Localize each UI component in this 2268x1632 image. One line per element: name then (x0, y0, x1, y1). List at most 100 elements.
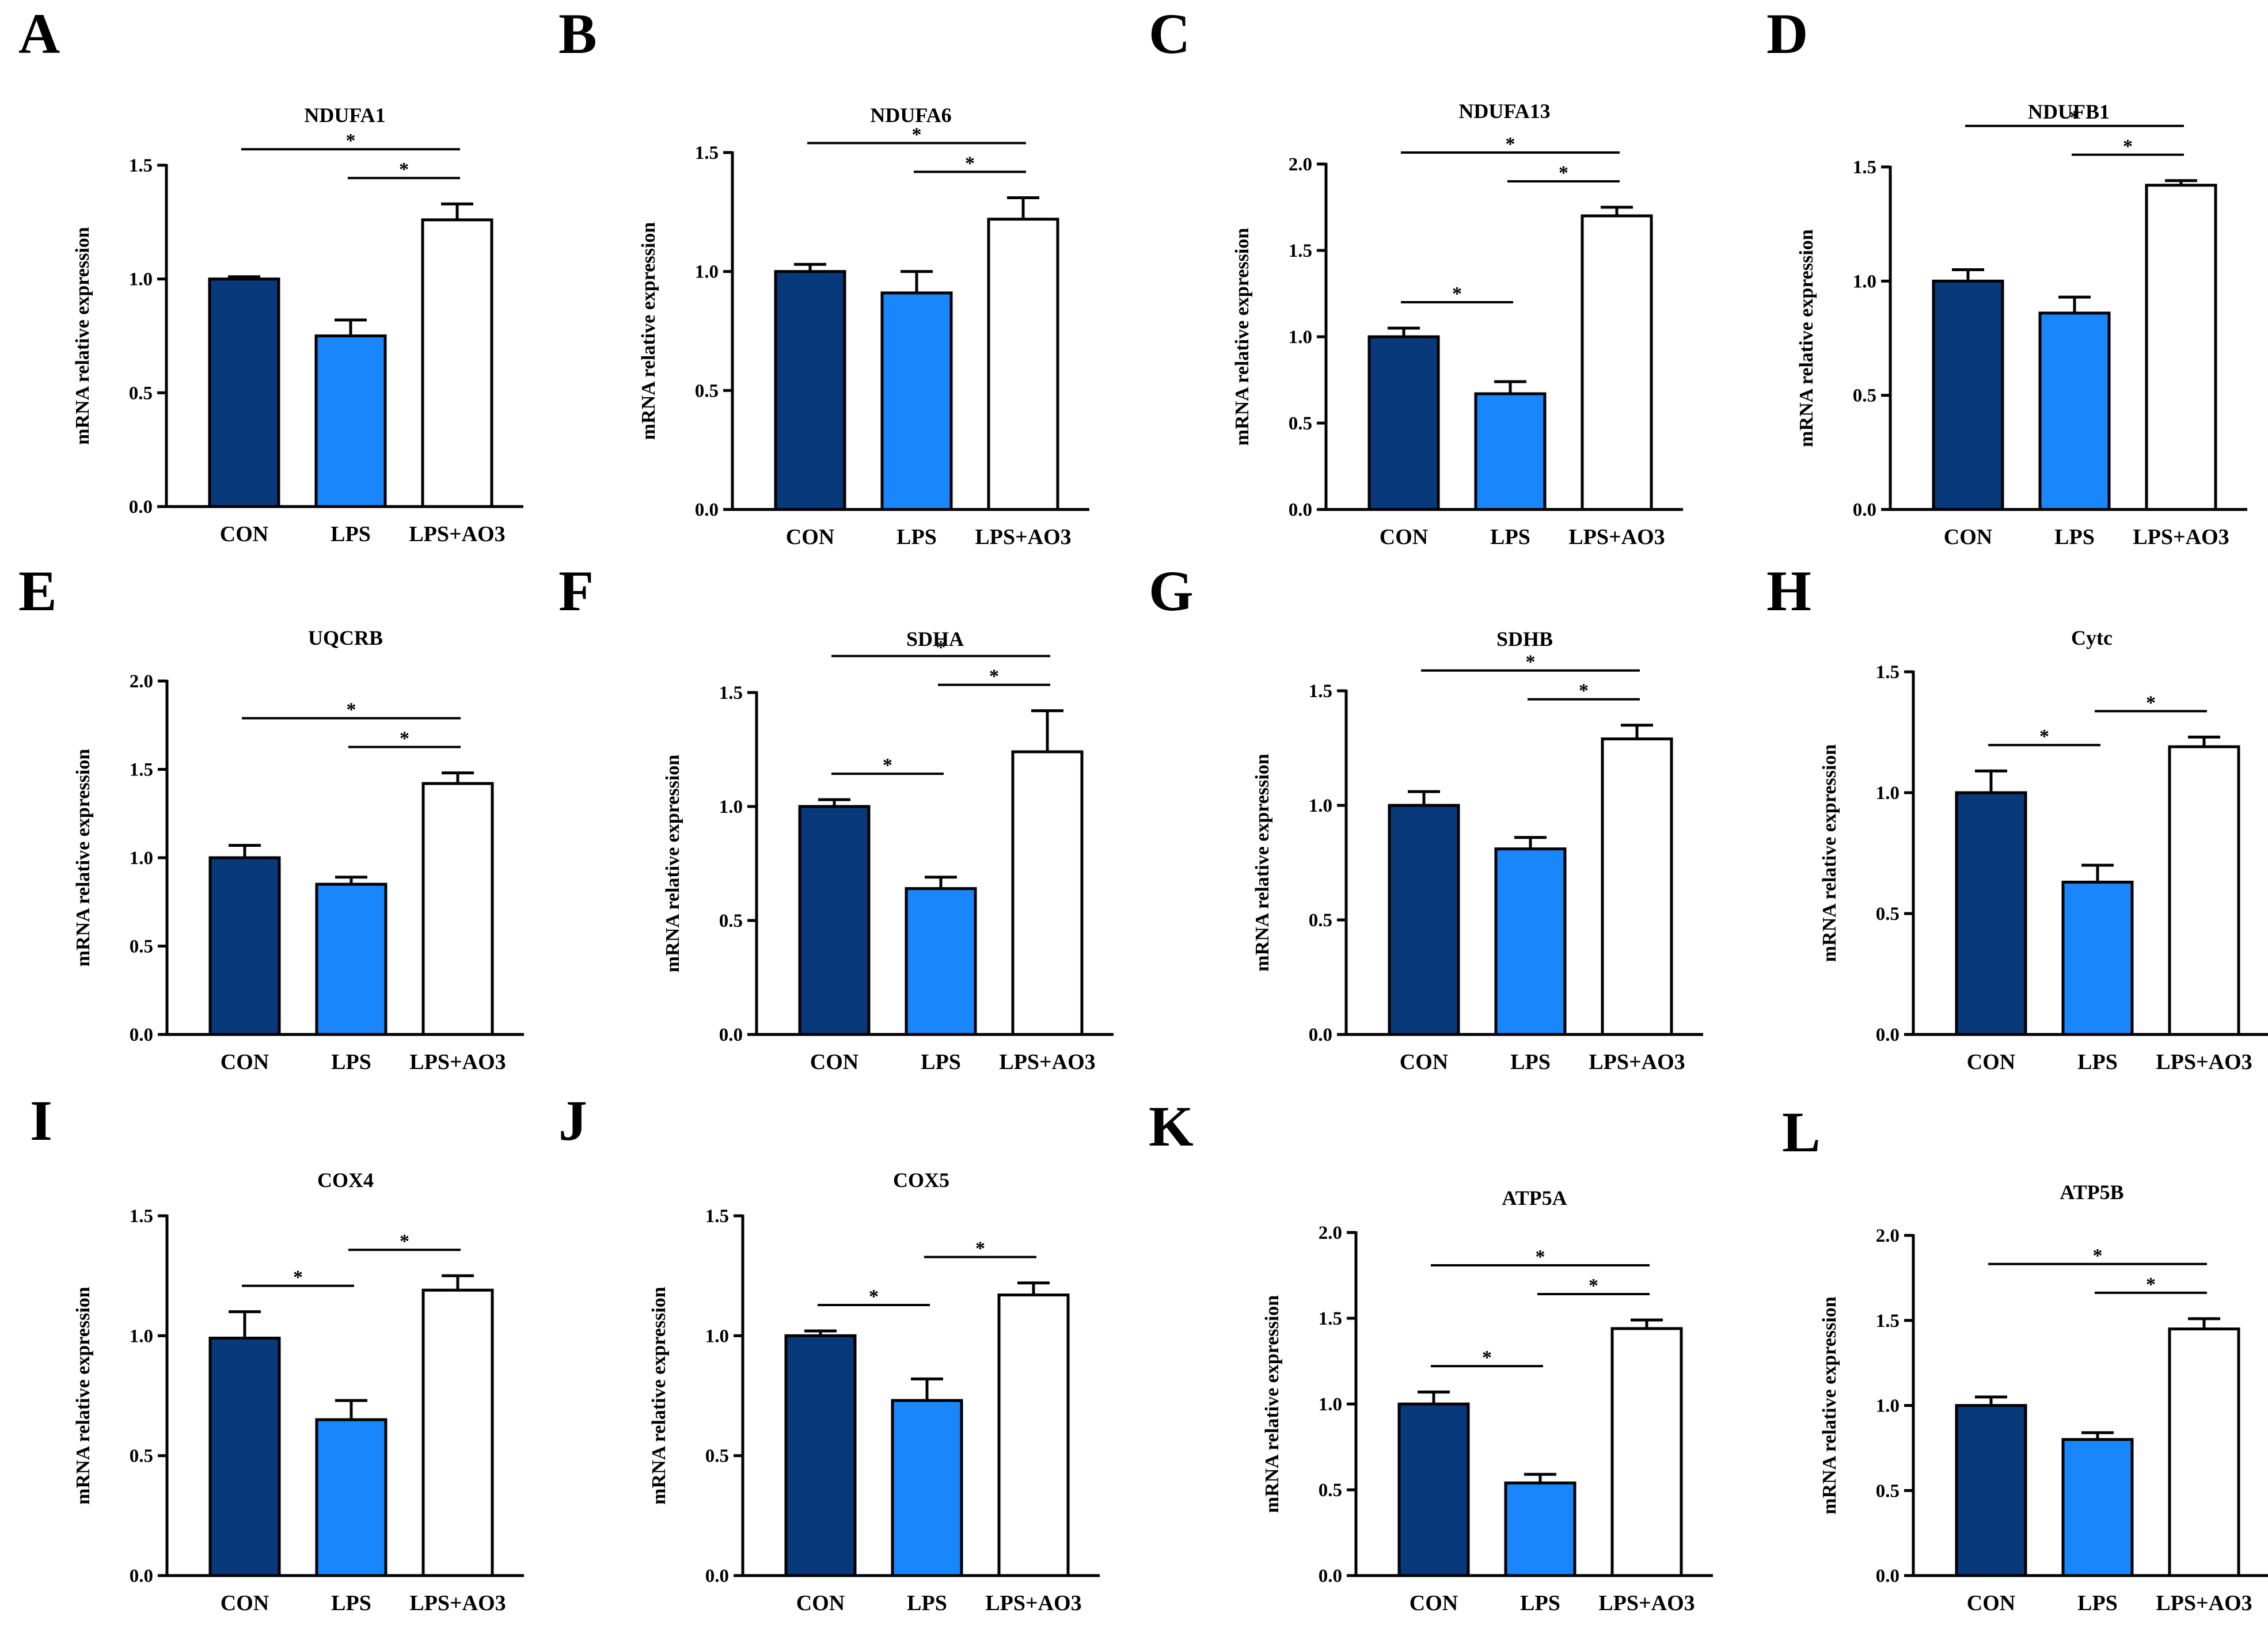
y-tick-label: 0.5 (1319, 1480, 1342, 1501)
bar-lps-ao3 (421, 1288, 494, 1577)
panel-label: D (1766, 2, 1808, 66)
significance-star: * (347, 699, 356, 721)
x-tick-label: LPS+AO3 (985, 1591, 1081, 1615)
x-tick-label: CON (221, 1591, 269, 1615)
bar-lps (314, 334, 387, 508)
x-tick-label: LPS+AO3 (1598, 1591, 1695, 1615)
significance-star: * (346, 130, 356, 151)
y-axis-label: mRNA relative expression (662, 755, 683, 972)
significance-star: * (1579, 680, 1589, 702)
x-tick-label: LPS (330, 522, 371, 546)
x-tick-label: LPS (2077, 1591, 2118, 1615)
bar-lps (891, 1399, 963, 1577)
bar-lps (1504, 1481, 1576, 1577)
chart-panel-d: D NDUFB1 mRNA relative expression CON LPS LPS… (1766, 2, 2247, 549)
chart-panel-b: B NDUFA6 mRNA relative expression CON LPS LPS… (559, 2, 1089, 549)
chart-panel-k: K ATP5A mRNA relative expression CON LPS LPS+… (1149, 1094, 1713, 1615)
x-tick-label: LPS+AO3 (2156, 1591, 2252, 1615)
panel-label: J (559, 1089, 587, 1152)
bar-con (208, 1337, 281, 1577)
significance-star: * (1536, 1246, 1545, 1268)
y-tick-label: 1.5 (130, 1206, 153, 1227)
y-axis-label: mRNA relative expression (72, 227, 93, 444)
bar-con (1388, 804, 1460, 1036)
x-tick-label: CON (810, 1050, 858, 1074)
panel-label: L (1782, 1100, 1821, 1164)
chart-panel-e: E UQCRB mRNA relative expression CON LPS LPS+… (18, 559, 524, 1074)
significance-star: * (965, 153, 975, 174)
y-axis-label: mRNA relative expression (1796, 229, 1817, 447)
significance-star: * (869, 1286, 879, 1307)
chart-panel-l: L ATP5B mRNA relative expression CON LPS LPS+… (1782, 1100, 2268, 1615)
y-tick-label: 0.0 (1309, 1025, 1332, 1045)
significance-star: * (2070, 107, 2080, 128)
bar-lps (315, 1418, 388, 1577)
x-tick-label: CON (786, 525, 834, 549)
y-tick-label: 0.0 (1853, 500, 1876, 520)
panel-label: K (1149, 1094, 1194, 1158)
x-tick-label: LPS+AO3 (975, 525, 1071, 549)
x-tick-label: LPS (921, 1050, 961, 1074)
x-tick-label: LPS (2054, 525, 2095, 549)
chart-title: ATP5A (1502, 1186, 1567, 1209)
significance-star: * (1589, 1275, 1598, 1296)
x-tick-label: CON (796, 1591, 845, 1615)
bar-con (1397, 1402, 1470, 1577)
chart-title: NDUFB1 (2028, 100, 2110, 123)
y-axis-label: mRNA relative expression (1262, 1295, 1283, 1513)
bar-con (208, 856, 281, 1036)
x-tick-label: CON (1967, 1050, 2015, 1074)
bar-lps (905, 887, 977, 1036)
panel-label: H (1766, 559, 1811, 623)
x-tick-label: LPS (1520, 1591, 1560, 1615)
bar-lps (1494, 847, 1567, 1036)
y-axis-label: mRNA relative expression (1819, 1296, 1840, 1514)
bar-lps (2061, 880, 2134, 1036)
x-tick-label: LPS (2077, 1050, 2118, 1074)
y-tick-label: 1.5 (1876, 1311, 1900, 1332)
chart-panel-f: F SDHA mRNA relative expression CON LPS LPS+A… (559, 559, 1114, 1074)
x-tick-label: LPS+AO3 (2133, 525, 2229, 549)
bar-lps (2061, 1438, 2134, 1577)
chart-panel-g: G SDHB mRNA relative expression CON LPS LPS+A… (1149, 559, 1703, 1074)
bar-con (784, 1334, 857, 1577)
significance-star: * (1526, 652, 1536, 673)
bar-con (1367, 335, 1440, 511)
x-tick-label: CON (1410, 1591, 1458, 1615)
significance-star: * (883, 755, 892, 776)
y-tick-label: 0.0 (705, 1566, 729, 1587)
bar-con (208, 277, 280, 508)
x-tick-label: LPS+AO3 (409, 1591, 506, 1615)
x-tick-label: CON (1380, 525, 1428, 549)
y-tick-label: 1.5 (129, 155, 153, 176)
chart-title: COX4 (317, 1169, 374, 1192)
x-tick-label: CON (220, 522, 268, 546)
significance-star: * (2039, 726, 2049, 747)
bar-lps (880, 291, 953, 511)
bar-lps-ao3 (2145, 184, 2217, 511)
panel-label: I (30, 1089, 52, 1152)
y-axis-label: mRNA relative expression (73, 1287, 94, 1504)
y-axis-label: mRNA relative expression (1819, 744, 1840, 962)
significance-star: * (2146, 1274, 2156, 1295)
chart-panel-a: A NDUFA1 mRNA relative expression CON LPS LPS… (18, 2, 523, 546)
significance-star: * (400, 1231, 409, 1252)
y-tick-label: 0.0 (129, 497, 153, 518)
y-axis-label: mRNA relative expression (1252, 754, 1273, 971)
y-tick-label: 0.0 (130, 1566, 153, 1587)
bar-lps (315, 882, 388, 1036)
bar-lps-ao3 (1610, 1327, 1683, 1577)
y-tick-label: 2.0 (1289, 154, 1312, 175)
significance-star: * (912, 124, 922, 146)
x-tick-label: CON (1400, 1050, 1448, 1074)
y-tick-label: 1.0 (1853, 271, 1876, 292)
y-tick-label: 0.5 (1289, 413, 1312, 434)
y-tick-label: 1.5 (695, 143, 719, 163)
x-tick-label: CON (1967, 1591, 2015, 1615)
y-tick-label: 1.0 (1876, 783, 1900, 804)
chart-title: ATP5B (2060, 1181, 2123, 1204)
y-tick-label: 1.5 (719, 683, 743, 703)
x-tick-label: LPS (1490, 525, 1530, 549)
bar-lps-ao3 (421, 782, 494, 1036)
y-tick-label: 1.0 (705, 1326, 729, 1346)
